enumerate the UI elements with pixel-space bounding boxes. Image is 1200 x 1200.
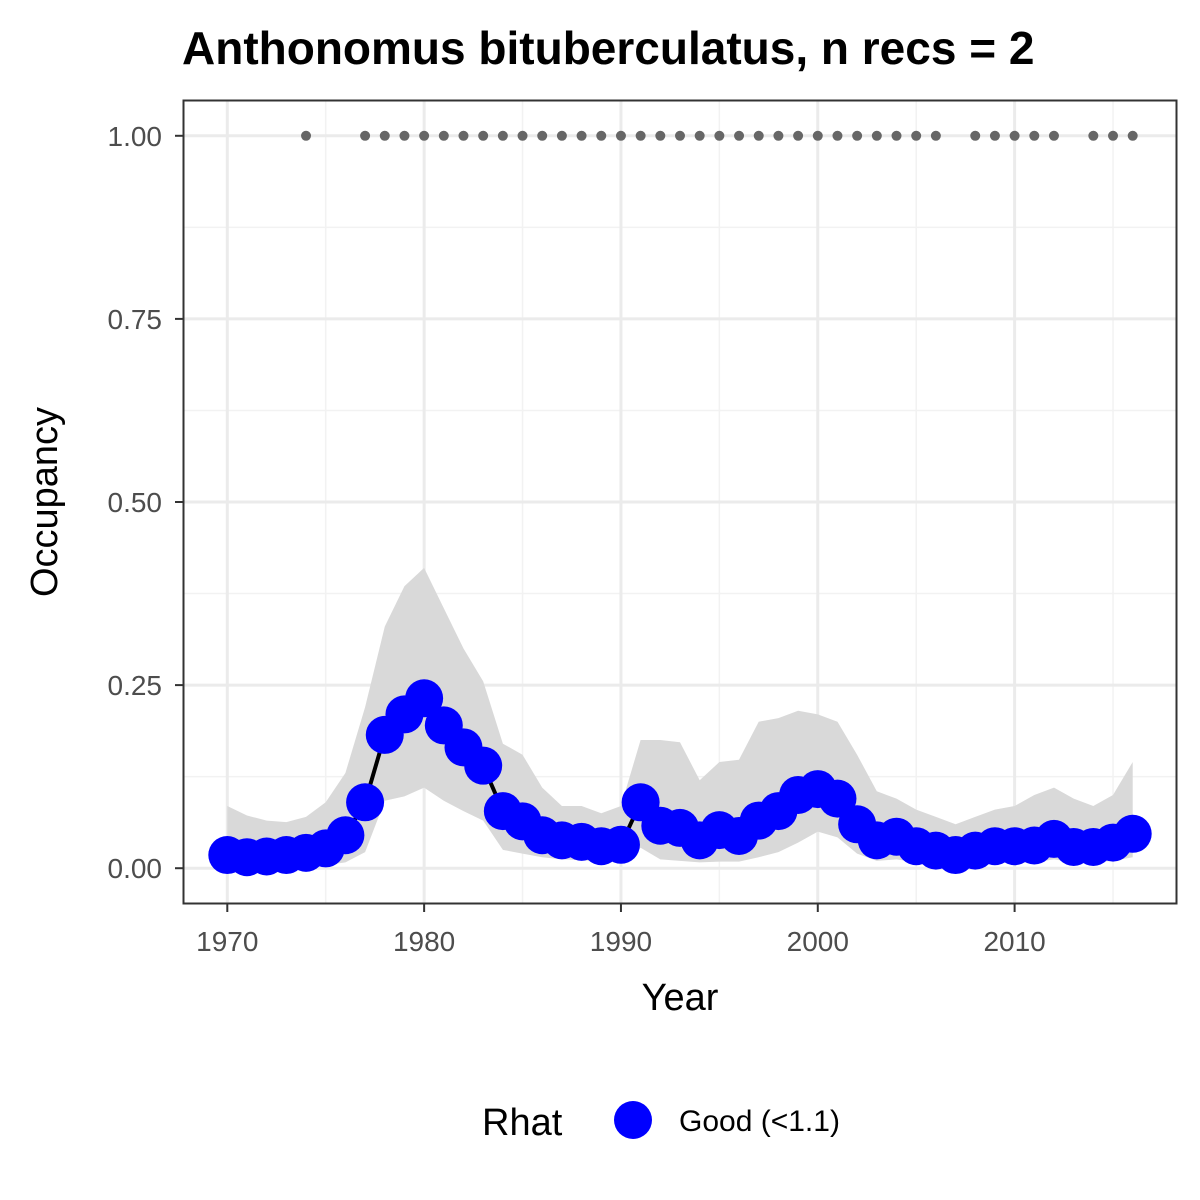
x-tick-label: 1980 xyxy=(393,926,455,957)
occupancy-point xyxy=(818,779,857,818)
record-marker xyxy=(635,130,646,141)
legend-label-good: Good (<1.1) xyxy=(679,1105,840,1138)
record-marker xyxy=(517,130,528,141)
record-marker xyxy=(1029,130,1040,141)
record-marker xyxy=(1108,130,1119,141)
record-marker xyxy=(478,130,489,141)
record-marker xyxy=(675,130,685,141)
x-tick-label: 2000 xyxy=(787,926,849,957)
occupancy-point xyxy=(1113,814,1152,853)
record-marker xyxy=(537,130,548,141)
record-marker xyxy=(399,130,410,141)
record-marker xyxy=(773,130,784,141)
credible-interval-ribbon xyxy=(227,567,1133,868)
record-marker xyxy=(930,130,941,141)
occupancy-points xyxy=(208,679,1152,877)
record-marker xyxy=(970,130,981,141)
record-marker xyxy=(1009,130,1020,141)
record-marker xyxy=(753,130,764,141)
record-marker xyxy=(694,130,705,141)
y-tick-label: 0.75 xyxy=(108,304,163,335)
record-marker xyxy=(1088,130,1099,141)
record-marker xyxy=(379,130,390,141)
record-marker xyxy=(360,130,371,141)
x-tick-label: 1990 xyxy=(590,926,652,957)
record-marker xyxy=(734,130,745,141)
record-marker xyxy=(458,130,469,141)
occupancy-point xyxy=(405,679,444,718)
record-marker xyxy=(852,130,863,141)
record-marker xyxy=(714,130,725,141)
occupancy-point xyxy=(346,783,385,822)
record-marker xyxy=(438,130,449,141)
y-tick-label: 0.50 xyxy=(108,487,163,518)
record-marker xyxy=(576,130,587,141)
record-marker xyxy=(911,130,922,141)
panel-border xyxy=(182,99,1178,905)
record-marker xyxy=(871,130,882,141)
record-marker xyxy=(419,130,430,141)
x-axis-title: Year xyxy=(642,977,719,1019)
y-axis-title: Occupancy xyxy=(24,407,66,597)
x-tick-label: 2010 xyxy=(983,926,1045,957)
y-tick-label: 1.00 xyxy=(108,121,163,152)
record-marker xyxy=(497,130,508,141)
x-tick-label: 1970 xyxy=(196,926,258,957)
occupancy-point xyxy=(601,825,640,864)
record-marker xyxy=(1127,130,1138,141)
legend-title: Rhat xyxy=(482,1102,563,1144)
record-marker xyxy=(891,130,902,141)
occupancy-point xyxy=(326,816,365,855)
record-marker xyxy=(655,130,666,141)
y-tick-label: 0.25 xyxy=(108,670,163,701)
record-marker xyxy=(301,130,312,141)
record-marker xyxy=(812,130,823,141)
record-marker xyxy=(1048,130,1059,141)
occupancy-point xyxy=(464,746,503,785)
record-marker xyxy=(832,130,843,141)
y-axis: 0.00 0.25 0.50 0.75 1.00 xyxy=(108,121,183,884)
record-marker xyxy=(596,130,607,141)
record-markers xyxy=(301,130,1138,141)
record-marker xyxy=(989,130,1000,141)
legend: Rhat Good (<1.1) xyxy=(482,1101,840,1144)
record-marker xyxy=(556,130,567,141)
chart-title: Anthonomus bituberculatus, n recs = 2 xyxy=(182,22,1034,74)
legend-key-good xyxy=(614,1101,652,1139)
y-tick-label: 0.00 xyxy=(108,853,163,884)
record-marker xyxy=(793,130,804,141)
record-marker xyxy=(615,130,626,141)
x-axis: 1970 1980 1990 2000 2010 xyxy=(196,904,1046,957)
